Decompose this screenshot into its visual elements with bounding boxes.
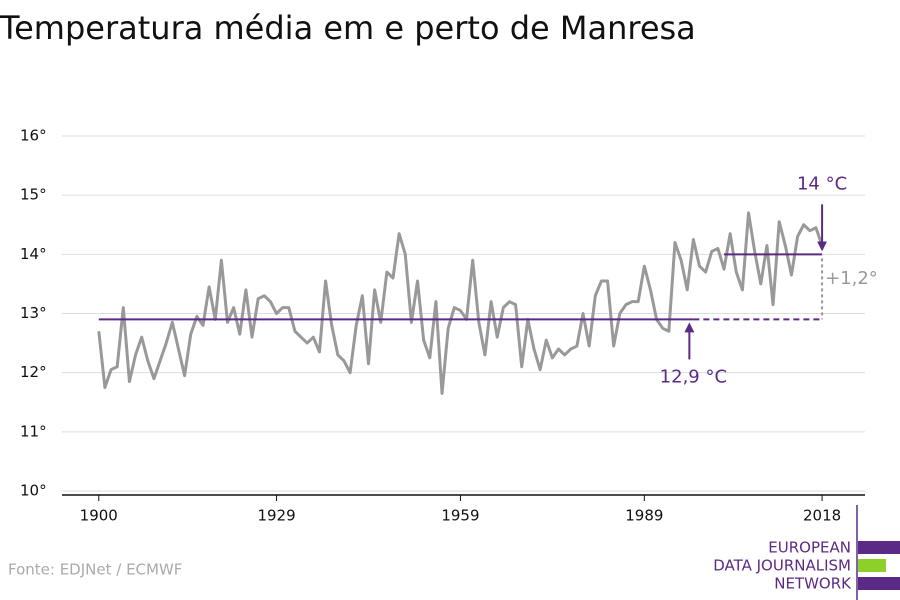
y-tick-label: 14° xyxy=(20,245,47,263)
difference-label: +1,2° xyxy=(825,268,878,289)
x-tick-label: 1959 xyxy=(441,507,479,525)
logo-text: DATA JOURNALISM xyxy=(713,557,851,575)
data-line xyxy=(97,211,824,395)
y-tick-label: 16° xyxy=(20,127,47,145)
y-tick-label: 11° xyxy=(20,422,47,440)
logo-bar xyxy=(858,541,900,554)
chart-title: Temperatura média em e perto de Manresa xyxy=(0,9,696,47)
y-tick-label: 10° xyxy=(20,482,47,500)
logo-text: EUROPEAN xyxy=(768,539,851,557)
logo-bar xyxy=(858,577,900,590)
y-tick-label: 13° xyxy=(20,304,47,322)
y-tick-label: 15° xyxy=(20,186,47,204)
x-tick-label: 1900 xyxy=(80,507,118,525)
logo-text: NETWORK xyxy=(774,575,852,593)
y-tick-label: 12° xyxy=(20,363,47,381)
annotation-label: 12,9 °C xyxy=(660,366,727,387)
source: Fonte: EDJNet / ECMWF xyxy=(8,561,182,579)
x-tick-label: 1989 xyxy=(625,507,663,525)
x-tick-label: 2018 xyxy=(803,507,841,525)
annotation-label: 14 °C xyxy=(797,173,847,194)
x-tick-label: 1929 xyxy=(257,507,295,525)
logo-bar xyxy=(858,559,886,572)
